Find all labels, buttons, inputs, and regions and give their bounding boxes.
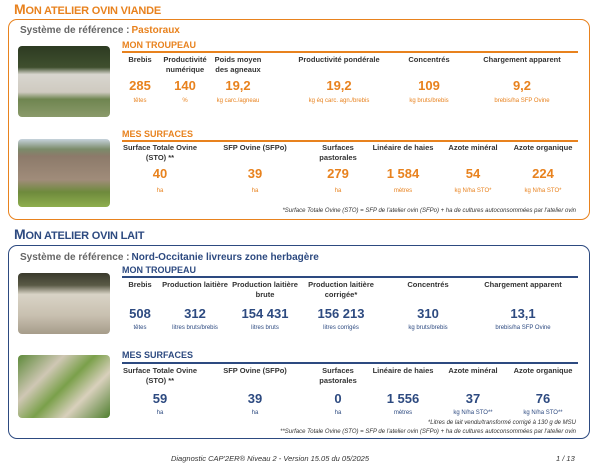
- surfaces-title: MES SURFACES: [122, 350, 194, 360]
- metric-value: 13,1: [510, 306, 536, 321]
- metric-unit: %: [182, 98, 188, 104]
- lait-footnote-1: *Litres de lait vendu/transformé corrigé…: [427, 420, 576, 426]
- metric-header: Azote organique: [513, 143, 573, 152]
- metric-header: Azote minéral: [448, 366, 498, 375]
- metric-header: Production laitière brute: [232, 280, 298, 299]
- metric-value: 1 556: [386, 391, 420, 406]
- metric-header: SFP Ovine (SFPo): [223, 366, 287, 375]
- surfaces-title: MES SURFACES: [122, 129, 194, 139]
- metric-unit: ha: [251, 410, 259, 416]
- metric-header: Productivité pondérale: [298, 55, 380, 64]
- metric-value: 9,2: [512, 78, 532, 93]
- metric-header: Chargement apparent: [484, 280, 562, 289]
- divider: [122, 140, 578, 142]
- metric-value: 40: [152, 166, 168, 181]
- page-number: 1 / 13: [556, 454, 575, 463]
- metric-value: 59: [152, 391, 168, 406]
- metric-header: Concentrés: [407, 280, 449, 289]
- metric-unit: kg carc./agneau: [216, 98, 260, 104]
- metric-value: 109: [418, 78, 440, 93]
- troupeau-title: MON TROUPEAU: [122, 40, 196, 50]
- metric-unit: ha: [251, 188, 259, 194]
- metric-value: 224: [532, 166, 554, 181]
- divider: [122, 362, 578, 364]
- metric-unit: kg N/ha STO*: [454, 188, 492, 194]
- section-title-viande: MON ATELIER OVIN VIANDE: [14, 1, 162, 17]
- metric-value: 508: [129, 306, 151, 321]
- metric-unit: ha: [334, 410, 342, 416]
- sheep-photo-field: [18, 139, 110, 207]
- footer-version: Diagnostic CAP'2ER® Niveau 2 - Version 1…: [170, 454, 370, 463]
- metric-header: Azote organique: [513, 366, 573, 375]
- metric-value: 140: [174, 78, 196, 93]
- metric-unit: kg éq carc. agn./brebis: [308, 98, 370, 104]
- divider: [122, 276, 578, 278]
- metric-unit: kg N/ha STO**: [523, 410, 563, 416]
- metric-unit: brebis/ha SFP Ovine: [495, 325, 551, 331]
- sheep-photo-grazing: [18, 355, 110, 418]
- metric-value: 19,2: [326, 78, 352, 93]
- metric-header: Brebis: [128, 55, 152, 64]
- metric-value: 54: [465, 166, 481, 181]
- metric-value: 279: [327, 166, 349, 181]
- metric-unit: ha: [334, 188, 342, 194]
- metric-header: Surface Totale Ovine (STO) **: [122, 366, 198, 385]
- viande-panel: [8, 19, 590, 220]
- metric-value: 39: [247, 391, 263, 406]
- metric-value: 154 431: [241, 306, 289, 321]
- sheep-photo-dairy: [18, 273, 110, 334]
- metric-unit: têtes: [133, 98, 147, 104]
- metric-header: Surfaces pastorales: [319, 143, 357, 162]
- viande-footnote: *Surface Totale Ovine (STO) = SFP de l'a…: [282, 208, 576, 214]
- metric-header: Brebis: [128, 280, 152, 289]
- metric-unit: brebis/ha SFP Ovine: [494, 98, 550, 104]
- metric-unit: mètres: [393, 188, 413, 194]
- metric-unit: kg N/ha STO*: [524, 188, 562, 194]
- lait-panel: [8, 245, 590, 439]
- lait-footnote-2: **Surface Totale Ovine (STO) = SFP de l'…: [280, 429, 576, 435]
- metric-unit: mètres: [393, 410, 413, 416]
- metric-unit: kg N/ha STO**: [453, 410, 493, 416]
- metric-header: Chargement apparent: [483, 55, 561, 64]
- metric-value: 1 584: [386, 166, 420, 181]
- metric-header: Linéaire de haies: [372, 366, 434, 375]
- metric-unit: têtes: [133, 325, 147, 331]
- divider: [122, 51, 578, 53]
- metric-header: Azote minéral: [448, 143, 498, 152]
- metric-value: 285: [129, 78, 151, 93]
- metric-value: 0: [334, 391, 342, 406]
- metric-unit: kg bruts/brebis: [409, 98, 449, 104]
- metric-value: 310: [417, 306, 439, 321]
- metric-header: Surface Totale Ovine (STO) **: [122, 143, 198, 162]
- metric-unit: litres bruts/brebis: [172, 325, 218, 331]
- metric-header: Production laitière corrigée*: [308, 280, 374, 299]
- metric-unit: kg bruts/brebis: [408, 325, 448, 331]
- metric-value: 19,2: [225, 78, 251, 93]
- metric-value: 76: [535, 391, 551, 406]
- metric-value: 39: [247, 166, 263, 181]
- metric-header: Production laitière: [162, 280, 228, 289]
- metric-header: Poids moyen des agneaux: [214, 55, 262, 74]
- metric-unit: litres corrigés: [323, 325, 359, 331]
- sheep-photo-flock: [18, 46, 110, 117]
- metric-value: 156 213: [317, 306, 365, 321]
- metric-header: Linéaire de haies: [372, 143, 434, 152]
- metric-header: Productivité numérique: [163, 55, 207, 74]
- metric-unit: ha: [156, 188, 164, 194]
- metric-unit: ha: [156, 410, 164, 416]
- troupeau-title: MON TROUPEAU: [122, 265, 196, 275]
- metric-header: Concentrés: [408, 55, 450, 64]
- viande-sysref: Système de référence : Pastoraux: [20, 25, 180, 36]
- lait-sysref: Système de référence : Nord-Occitanie liv…: [20, 252, 319, 263]
- metric-header: Surfaces pastorales: [319, 366, 357, 385]
- metric-unit: litres bruts: [251, 325, 279, 331]
- metric-header: SFP Ovine (SFPo): [223, 143, 287, 152]
- metric-value: 37: [465, 391, 481, 406]
- metric-value: 312: [184, 306, 206, 321]
- section-title-lait: MON ATELIER OVIN LAIT: [14, 226, 145, 242]
